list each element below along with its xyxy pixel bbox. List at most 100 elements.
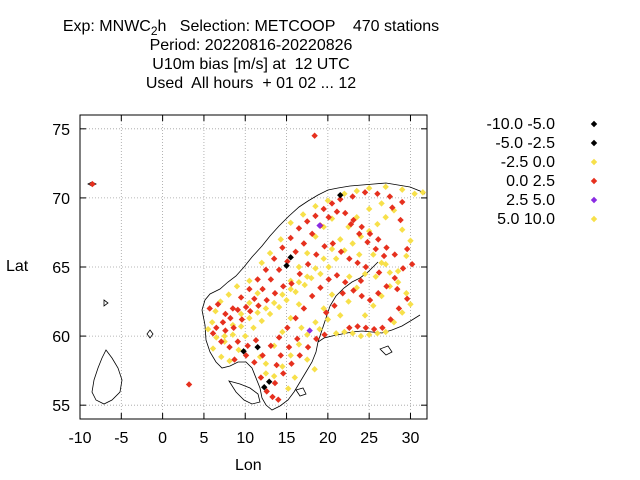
data-point xyxy=(89,180,96,188)
data-point xyxy=(346,273,353,280)
data-point xyxy=(254,309,261,316)
data-point xyxy=(399,265,407,272)
data-point xyxy=(365,227,373,235)
data-point xyxy=(306,327,313,334)
legend-marker xyxy=(590,120,598,128)
data-point xyxy=(378,200,385,207)
data-point xyxy=(325,263,332,271)
data-point xyxy=(320,255,327,262)
data-point xyxy=(209,345,217,352)
data-point xyxy=(399,198,406,206)
data-point xyxy=(361,189,369,196)
data-point xyxy=(271,290,279,297)
data-point xyxy=(391,251,398,258)
data-point xyxy=(365,331,373,338)
data-point xyxy=(280,283,287,290)
data-point xyxy=(258,317,265,325)
data-point xyxy=(411,190,418,197)
data-point xyxy=(242,352,250,359)
data-point xyxy=(238,316,246,323)
data-point xyxy=(266,249,274,257)
x-tick-label: -5 xyxy=(114,430,128,447)
x-tick-label: 0 xyxy=(158,430,167,447)
data-point xyxy=(254,276,261,283)
data-point xyxy=(246,277,253,285)
data-point xyxy=(262,266,270,273)
data-point xyxy=(267,342,275,349)
data-point xyxy=(316,222,323,229)
data-point xyxy=(273,361,280,369)
data-point xyxy=(218,338,225,345)
data-point xyxy=(304,343,312,351)
legend-marker xyxy=(590,139,598,147)
data-point xyxy=(389,204,396,211)
data-point xyxy=(218,353,225,361)
data-point xyxy=(386,283,394,290)
data-point xyxy=(270,299,278,307)
data-point xyxy=(284,324,291,331)
legend-marker xyxy=(590,215,598,223)
data-point xyxy=(328,245,336,253)
data-point xyxy=(316,325,323,333)
data-point xyxy=(337,191,344,199)
data-point xyxy=(299,211,307,218)
data-point xyxy=(312,212,319,220)
data-point xyxy=(254,343,261,351)
data-point xyxy=(342,209,349,217)
data-point xyxy=(304,261,312,268)
data-point xyxy=(390,207,398,214)
data-point xyxy=(283,262,290,269)
data-point xyxy=(237,310,245,318)
data-point xyxy=(269,393,276,401)
data-point xyxy=(397,216,404,224)
data-point xyxy=(292,248,299,255)
data-point xyxy=(277,352,284,359)
data-point xyxy=(226,343,233,351)
data-point xyxy=(285,385,292,392)
data-point xyxy=(374,220,381,228)
data-point xyxy=(372,245,379,253)
data-point xyxy=(366,296,374,304)
data-point xyxy=(403,245,411,253)
data-point xyxy=(287,254,294,261)
legend-label: -2.5 0.0 xyxy=(501,154,555,171)
x-tick-label: 5 xyxy=(199,430,208,447)
title-line-period: Period: 20220816-20220826 xyxy=(149,37,353,54)
data-point xyxy=(287,234,294,242)
data-point xyxy=(296,270,303,278)
legend-marker xyxy=(590,158,598,166)
data-point xyxy=(345,223,352,231)
data-point xyxy=(394,267,402,275)
data-point xyxy=(275,303,283,311)
data-point xyxy=(279,291,286,298)
data-point xyxy=(311,366,318,373)
title-line-hours: Used All hours + 01 02 ... 12 xyxy=(145,75,357,92)
data-point xyxy=(237,323,245,330)
data-point xyxy=(212,308,219,315)
data-point xyxy=(419,189,427,196)
data-point xyxy=(312,265,319,272)
data-point xyxy=(370,302,377,309)
legend-label: -5.0 -2.5 xyxy=(495,135,555,152)
data-point xyxy=(279,328,286,336)
data-point xyxy=(213,334,220,341)
data-point xyxy=(279,244,286,251)
data-point xyxy=(266,310,274,318)
data-point xyxy=(321,243,328,250)
data-point xyxy=(301,281,308,289)
data-point xyxy=(250,324,257,331)
data-point xyxy=(370,251,377,258)
data-point xyxy=(349,240,356,247)
data-point xyxy=(354,323,361,330)
data-point xyxy=(375,269,383,276)
data-point xyxy=(358,292,365,300)
data-point xyxy=(287,314,294,322)
x-axis-label: Lon xyxy=(235,457,262,474)
data-point xyxy=(395,305,403,312)
data-point xyxy=(288,280,295,287)
data-point xyxy=(185,381,193,388)
data-point xyxy=(346,255,353,262)
legend-label: 5.0 10.0 xyxy=(497,211,555,228)
data-point xyxy=(283,296,290,304)
data-point xyxy=(287,285,294,293)
